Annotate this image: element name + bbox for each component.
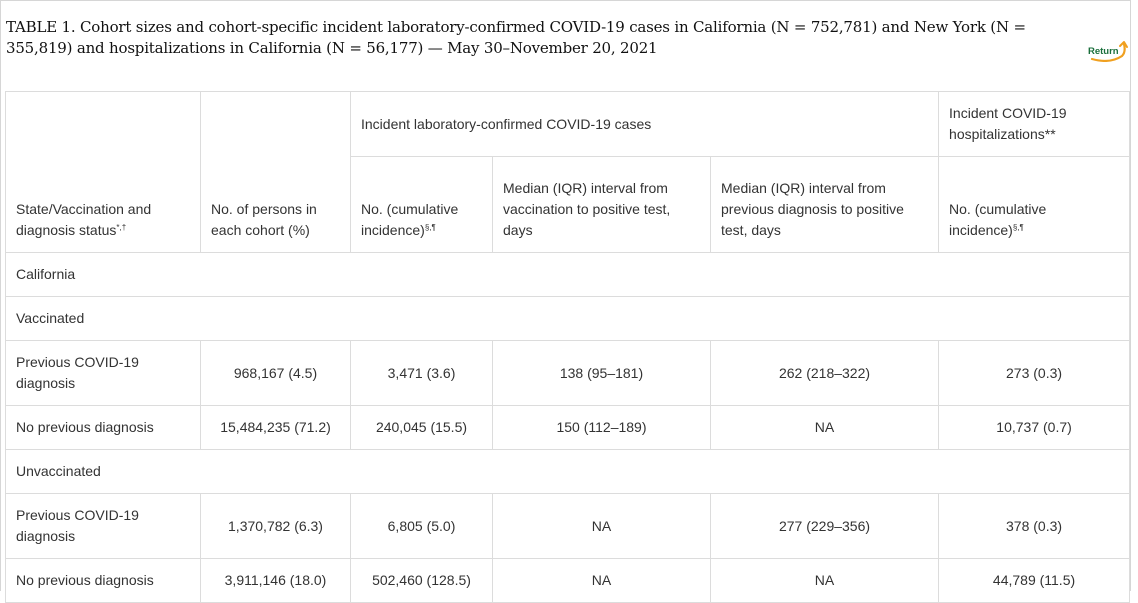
cell-median-vaccination: NA <box>492 493 711 559</box>
cohort-table: State/Vaccination and diagnosis status*,… <box>4 91 1131 603</box>
col-header-state: State/Vaccination and diagnosis status*,… <box>5 91 201 253</box>
row-label: Previous COVID-19 diagnosis <box>5 493 201 559</box>
col-header-state-footnote: *,† <box>116 223 127 232</box>
col-header-hosp-no-footnote: §,¶ <box>1012 223 1024 232</box>
col-header-cases-no: No. (cumulative incidence)§,¶ <box>350 156 493 253</box>
group-header-cases: Incident laboratory-confirmed COVID-19 c… <box>349 91 940 157</box>
col-header-median-diagnosis: Median (IQR) interval from previous diag… <box>709 156 940 253</box>
cell-persons: 3,911,146 (18.0) <box>200 558 351 603</box>
cell-median-diagnosis: NA <box>709 558 940 603</box>
col-header-cases-no-text: No. (cumulative incidence) <box>361 201 459 238</box>
cell-median-vaccination: NA <box>492 558 711 603</box>
table-row: No previous diagnosis 3,911,146 (18.0) 5… <box>5 558 1131 603</box>
table-title: TABLE 1. Cohort sizes and cohort-specifi… <box>6 18 1026 57</box>
header-row-columns: No. (cumulative incidence)§,¶ Median (IQ… <box>6 156 1131 253</box>
section-row-state: California <box>4 252 1131 297</box>
section-label-state: California <box>4 252 1131 297</box>
group-header-hospitalizations: Incident COVID-19 hospitalizations** <box>938 91 1131 157</box>
header-row-groups: State/Vaccination and diagnosis status*,… <box>5 91 1131 253</box>
table-row: No previous diagnosis 15,484,235 (71.2) … <box>5 405 1131 450</box>
cell-hospitalizations: 44,789 (11.5) <box>938 558 1131 603</box>
cell-hospitalizations: 10,737 (0.7) <box>938 405 1131 450</box>
cell-cases: 3,471 (3.6) <box>350 340 493 406</box>
table-frame <box>0 0 1131 591</box>
col-header-persons: No. of persons in each cohort (%) <box>200 91 351 253</box>
cell-hospitalizations: 378 (0.3) <box>938 493 1131 559</box>
section-row-vaccinated: Vaccinated <box>4 296 1131 341</box>
col-header-cases-no-footnote: §,¶ <box>424 223 436 232</box>
table-row: Previous COVID-19 diagnosis 968,167 (4.5… <box>5 340 1131 406</box>
cell-cases: 6,805 (5.0) <box>350 493 493 559</box>
section-label-unvaccinated: Unvaccinated <box>4 449 1131 494</box>
row-label: No previous diagnosis <box>5 558 201 603</box>
cell-cases: 502,460 (128.5) <box>350 558 493 603</box>
col-header-hosp-no-text: No. (cumulative incidence) <box>949 201 1047 238</box>
cell-median-vaccination: 138 (95–181) <box>492 340 711 406</box>
return-link[interactable]: Return <box>1088 40 1130 62</box>
col-header-hosp-no: No. (cumulative incidence)§,¶ <box>938 156 1131 253</box>
cell-median-diagnosis: 262 (218–322) <box>709 340 940 406</box>
cell-median-diagnosis: NA <box>709 405 940 450</box>
cell-median-diagnosis: 277 (229–356) <box>709 493 940 559</box>
cell-persons: 1,370,782 (6.3) <box>200 493 351 559</box>
cell-persons: 968,167 (4.5) <box>200 340 351 406</box>
row-label: No previous diagnosis <box>5 405 201 450</box>
section-label-vaccinated: Vaccinated <box>4 296 1131 341</box>
section-row-unvaccinated: Unvaccinated <box>4 449 1131 494</box>
table-row: Previous COVID-19 diagnosis 1,370,782 (6… <box>5 493 1131 559</box>
cell-median-vaccination: 150 (112–189) <box>492 405 711 450</box>
cell-hospitalizations: 273 (0.3) <box>938 340 1131 406</box>
return-arrow-icon <box>1090 41 1128 62</box>
cell-cases: 240,045 (15.5) <box>350 405 493 450</box>
col-header-state-text: State/Vaccination and diagnosis status <box>16 201 152 238</box>
col-header-median-vaccination: Median (IQR) interval from vaccination t… <box>492 156 711 253</box>
cell-persons: 15,484,235 (71.2) <box>200 405 351 450</box>
row-label: Previous COVID-19 diagnosis <box>5 340 201 406</box>
return-label: Return <box>1088 45 1119 57</box>
